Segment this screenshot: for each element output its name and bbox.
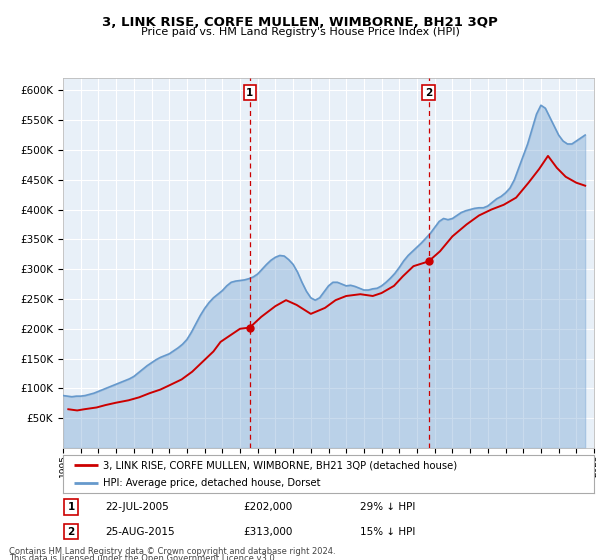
Text: 1: 1 bbox=[67, 502, 74, 512]
Text: £313,000: £313,000 bbox=[244, 526, 293, 536]
Text: 29% ↓ HPI: 29% ↓ HPI bbox=[361, 502, 416, 512]
Text: This data is licensed under the Open Government Licence v3.0.: This data is licensed under the Open Gov… bbox=[9, 554, 277, 560]
Text: Contains HM Land Registry data © Crown copyright and database right 2024.: Contains HM Land Registry data © Crown c… bbox=[9, 547, 335, 556]
Text: 2: 2 bbox=[425, 87, 432, 97]
Text: Price paid vs. HM Land Registry's House Price Index (HPI): Price paid vs. HM Land Registry's House … bbox=[140, 27, 460, 37]
Text: 15% ↓ HPI: 15% ↓ HPI bbox=[361, 526, 416, 536]
Text: 25-AUG-2015: 25-AUG-2015 bbox=[106, 526, 175, 536]
Text: 1: 1 bbox=[246, 87, 253, 97]
Text: 2: 2 bbox=[67, 526, 74, 536]
Text: 3, LINK RISE, CORFE MULLEN, WIMBORNE, BH21 3QP: 3, LINK RISE, CORFE MULLEN, WIMBORNE, BH… bbox=[102, 16, 498, 29]
Text: £202,000: £202,000 bbox=[244, 502, 293, 512]
Text: 3, LINK RISE, CORFE MULLEN, WIMBORNE, BH21 3QP (detached house): 3, LINK RISE, CORFE MULLEN, WIMBORNE, BH… bbox=[103, 460, 457, 470]
Text: HPI: Average price, detached house, Dorset: HPI: Average price, detached house, Dors… bbox=[103, 478, 320, 488]
Text: 22-JUL-2005: 22-JUL-2005 bbox=[106, 502, 169, 512]
